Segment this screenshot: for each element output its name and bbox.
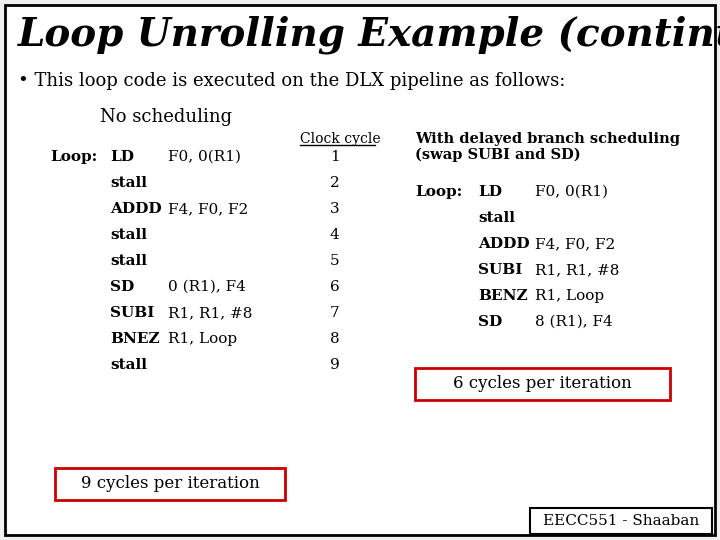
Text: F0, 0(R1): F0, 0(R1)	[535, 185, 608, 199]
Text: • This loop code is executed on the DLX pipeline as follows:: • This loop code is executed on the DLX …	[18, 72, 565, 90]
Text: Loop:: Loop:	[415, 185, 462, 199]
Text: 1: 1	[330, 150, 340, 164]
FancyBboxPatch shape	[5, 5, 715, 535]
Text: LD: LD	[478, 185, 502, 199]
Text: 6 cycles per iteration: 6 cycles per iteration	[453, 375, 632, 393]
Text: Loop:: Loop:	[50, 150, 97, 164]
Text: 5: 5	[330, 254, 340, 268]
Text: Clock cycle: Clock cycle	[300, 132, 381, 146]
Text: BNEZ: BNEZ	[110, 332, 160, 346]
Text: stall: stall	[478, 211, 515, 225]
Text: 4: 4	[330, 228, 340, 242]
Text: ADDD: ADDD	[110, 202, 161, 216]
Text: ADDD: ADDD	[478, 237, 530, 251]
Text: LD: LD	[110, 150, 134, 164]
Text: 6: 6	[330, 280, 340, 294]
Text: R1, R1, #8: R1, R1, #8	[168, 306, 253, 320]
Text: R1, R1, #8: R1, R1, #8	[535, 263, 619, 277]
Text: F0, 0(R1): F0, 0(R1)	[168, 150, 241, 164]
Text: 9: 9	[330, 358, 340, 372]
Text: 2: 2	[330, 176, 340, 190]
Text: F4, F0, F2: F4, F0, F2	[168, 202, 248, 216]
Text: Loop Unrolling Example (continued): Loop Unrolling Example (continued)	[18, 15, 720, 53]
Text: R1, Loop: R1, Loop	[535, 289, 604, 303]
Text: No scheduling: No scheduling	[100, 108, 232, 126]
Text: stall: stall	[110, 176, 147, 190]
Text: With delayed branch scheduling: With delayed branch scheduling	[415, 132, 680, 146]
Text: stall: stall	[110, 358, 147, 372]
Text: SUBI: SUBI	[478, 263, 523, 277]
Text: (swap SUBI and SD): (swap SUBI and SD)	[415, 148, 580, 163]
Text: SD: SD	[110, 280, 134, 294]
Text: R1, Loop: R1, Loop	[168, 332, 237, 346]
Text: 0 (R1), F4: 0 (R1), F4	[168, 280, 246, 294]
Text: 9 cycles per iteration: 9 cycles per iteration	[81, 476, 259, 492]
Text: BENZ: BENZ	[478, 289, 528, 303]
FancyBboxPatch shape	[530, 508, 712, 534]
Text: stall: stall	[110, 254, 147, 268]
Text: stall: stall	[110, 228, 147, 242]
Text: SD: SD	[478, 315, 503, 329]
Text: 7: 7	[330, 306, 340, 320]
Text: SUBI: SUBI	[110, 306, 154, 320]
FancyBboxPatch shape	[415, 368, 670, 400]
Text: 3: 3	[330, 202, 340, 216]
Text: F4, F0, F2: F4, F0, F2	[535, 237, 616, 251]
Text: 8: 8	[330, 332, 340, 346]
Text: 8 (R1), F4: 8 (R1), F4	[535, 315, 613, 329]
FancyBboxPatch shape	[55, 468, 285, 500]
Text: EECC551 - Shaaban: EECC551 - Shaaban	[543, 514, 699, 528]
